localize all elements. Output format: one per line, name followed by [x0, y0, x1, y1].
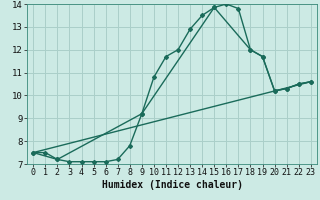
X-axis label: Humidex (Indice chaleur): Humidex (Indice chaleur): [101, 180, 243, 190]
